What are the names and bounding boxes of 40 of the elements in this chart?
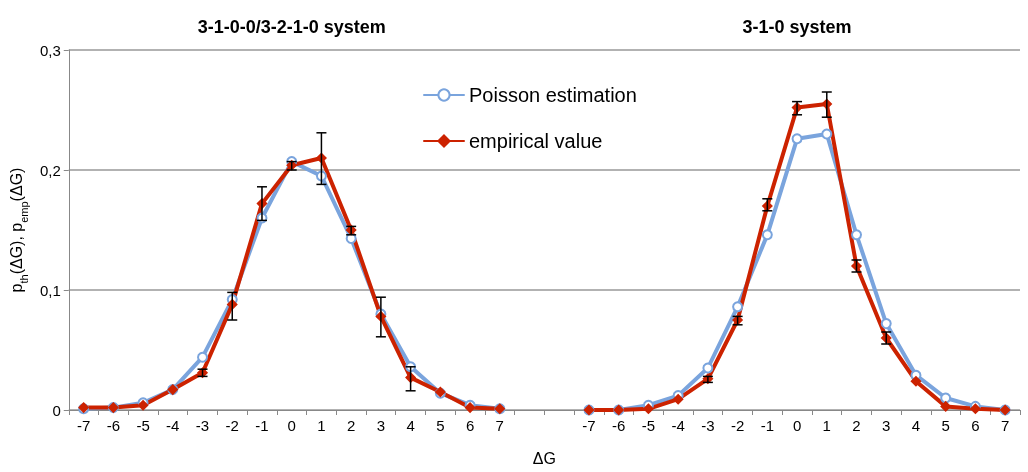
x-tick-label: 0	[287, 417, 296, 434]
x-tick-label: 6	[465, 417, 475, 434]
x-tick-label: -5	[136, 417, 150, 434]
x-tick-label: -6	[612, 417, 626, 434]
x-tick-label: -2	[225, 417, 239, 434]
x-tick-label: -5	[641, 417, 656, 434]
x-tick-label: -7	[582, 417, 596, 434]
x-tick-label: 4	[911, 417, 921, 434]
x-tick-label: -2	[730, 417, 745, 434]
y-tick-label: 0	[52, 401, 61, 419]
x-tick-label: -1	[760, 417, 774, 434]
x-tick-label: 1	[317, 417, 326, 434]
x-tick-label: -7	[76, 417, 91, 434]
x-tick-label: 2	[852, 417, 861, 434]
x-tick-label: 7	[495, 417, 504, 434]
x-axis-title: ΔG	[532, 449, 556, 467]
legend-label: empirical value	[469, 130, 603, 152]
y-tick-label: 0,3	[39, 41, 61, 59]
x-tick-label: 6	[971, 417, 980, 434]
x-tick-label: -1	[255, 417, 269, 434]
x-tick-label: -4	[166, 417, 180, 434]
x-tick-label: 0	[792, 417, 802, 434]
x-tick-label: 1	[822, 417, 831, 434]
x-tick-label: 7	[1000, 417, 1010, 434]
x-tick-label: 3	[376, 417, 386, 434]
text: 3-1-0-0/3-2-1-0 system	[197, 17, 386, 37]
x-tick-label: 2	[346, 417, 356, 434]
x-tick-label: 4	[406, 417, 415, 434]
x-tick-label: 5	[436, 417, 445, 434]
x-tick-label: -6	[106, 417, 121, 434]
x-tick-label: 3	[882, 417, 891, 434]
x-tick-label: -3	[195, 417, 210, 434]
x-tick-label: -3	[701, 417, 715, 434]
y-tick-label: 0,2	[39, 161, 61, 179]
y-axis-title: pth(ΔG), pemp(ΔG)	[7, 167, 30, 293]
legend-label: Poisson estimation	[469, 84, 637, 106]
text: 3-1-0 system	[742, 17, 852, 37]
y-tick-label: 0,1	[39, 281, 61, 299]
x-tick-label: -4	[671, 417, 685, 434]
x-tick-label: 5	[941, 417, 950, 434]
